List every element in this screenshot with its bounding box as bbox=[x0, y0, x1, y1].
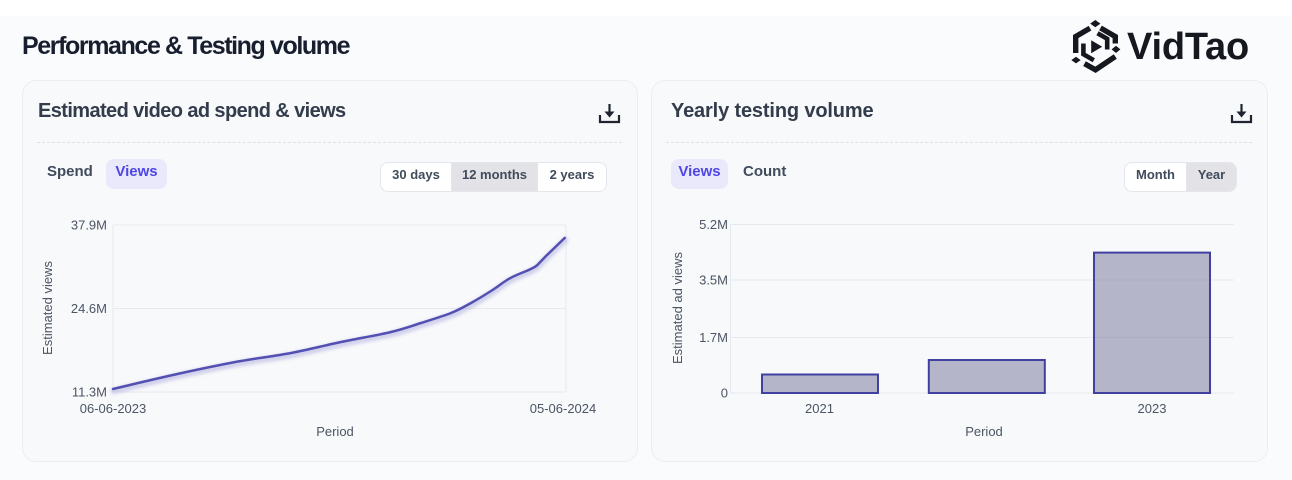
svg-text:2021: 2021 bbox=[805, 401, 834, 416]
svg-text:Estimated views: Estimated views bbox=[40, 261, 55, 355]
svg-text:1.7M: 1.7M bbox=[699, 330, 728, 345]
svg-text:0: 0 bbox=[721, 386, 728, 401]
svg-text:05-06-2024: 05-06-2024 bbox=[530, 401, 597, 416]
svg-text:3.5M: 3.5M bbox=[699, 273, 728, 288]
svg-text:Period: Period bbox=[965, 424, 1003, 439]
svg-text:24.6M: 24.6M bbox=[71, 301, 107, 316]
svg-text:5.2M: 5.2M bbox=[699, 217, 728, 232]
svg-text:2023: 2023 bbox=[1138, 401, 1167, 416]
svg-text:Period: Period bbox=[316, 424, 354, 439]
svg-text:37.9M: 37.9M bbox=[71, 218, 107, 233]
svg-text:11.3M: 11.3M bbox=[72, 385, 107, 400]
svg-text:06-06-2023: 06-06-2023 bbox=[80, 401, 147, 416]
svg-text:Estimated ad views: Estimated ad views bbox=[670, 252, 685, 364]
